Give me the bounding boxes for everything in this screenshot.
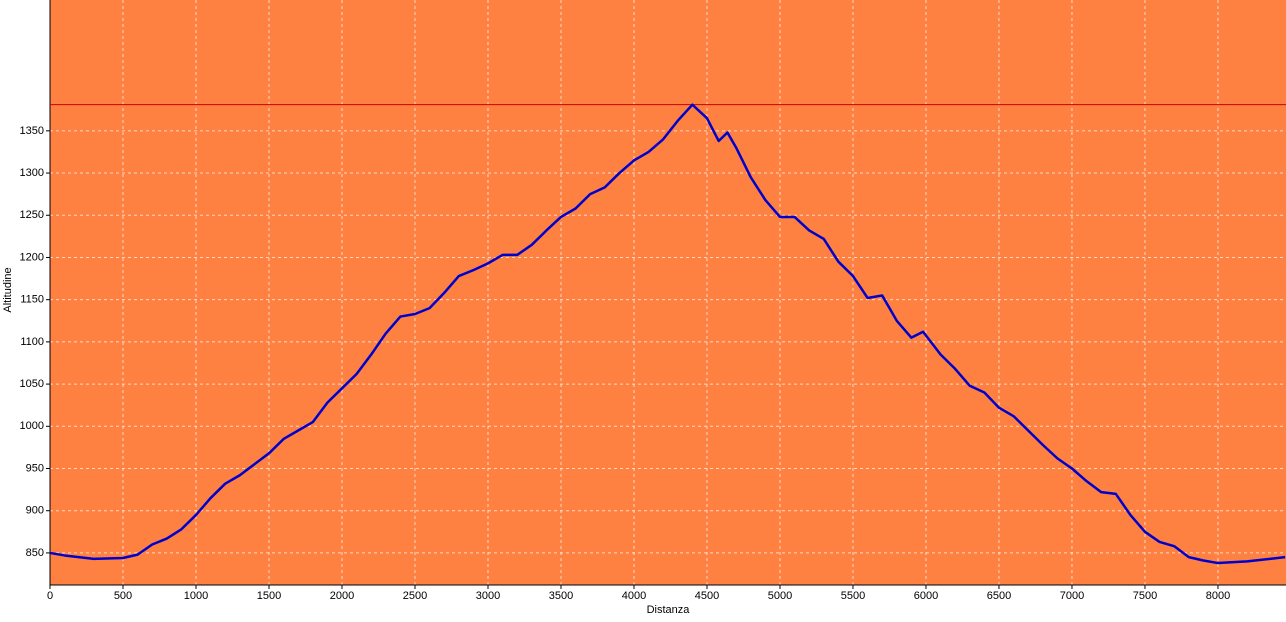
x-tick-label: 8000 [1206,590,1230,602]
x-tick-label: 4500 [695,590,719,602]
y-tick-label: 850 [26,547,44,559]
x-tick-label: 7500 [1133,590,1157,602]
y-tick-label: 1050 [20,378,44,390]
x-tick-label: 5000 [768,590,792,602]
x-tick-label: 2000 [330,590,354,602]
x-tick-label: 2500 [403,590,427,602]
x-tick-label: 7000 [1060,590,1084,602]
y-tick-label: 1000 [20,420,44,432]
y-tick-label: 1150 [20,294,44,306]
elevation-line [49,103,1286,565]
y-tick-label: 1350 [20,125,44,137]
x-tick-label: 1500 [257,590,281,602]
x-axis-label: Distanza [647,604,691,616]
x-tick-label: 3000 [476,590,500,602]
y-tick-label: 1250 [20,209,44,221]
x-tick-label: 3500 [549,590,573,602]
x-tick-label: 1000 [184,590,208,602]
y-tick-label: 950 [26,462,44,474]
x-tick-label: 0 [47,590,53,602]
x-tick-label: 500 [114,590,132,602]
y-tick-label: 900 [26,505,44,517]
x-tick-label: 4000 [622,590,646,602]
x-tick-label: 6500 [987,590,1011,602]
y-axis-label: Altitudine [2,267,14,312]
y-tick-label: 1300 [20,167,44,179]
x-tick-label: 5500 [841,590,865,602]
plot-background [50,0,1286,585]
x-tick-label: 6000 [914,590,938,602]
y-tick-label: 1100 [20,336,44,348]
y-tick-label: 1200 [20,251,44,263]
